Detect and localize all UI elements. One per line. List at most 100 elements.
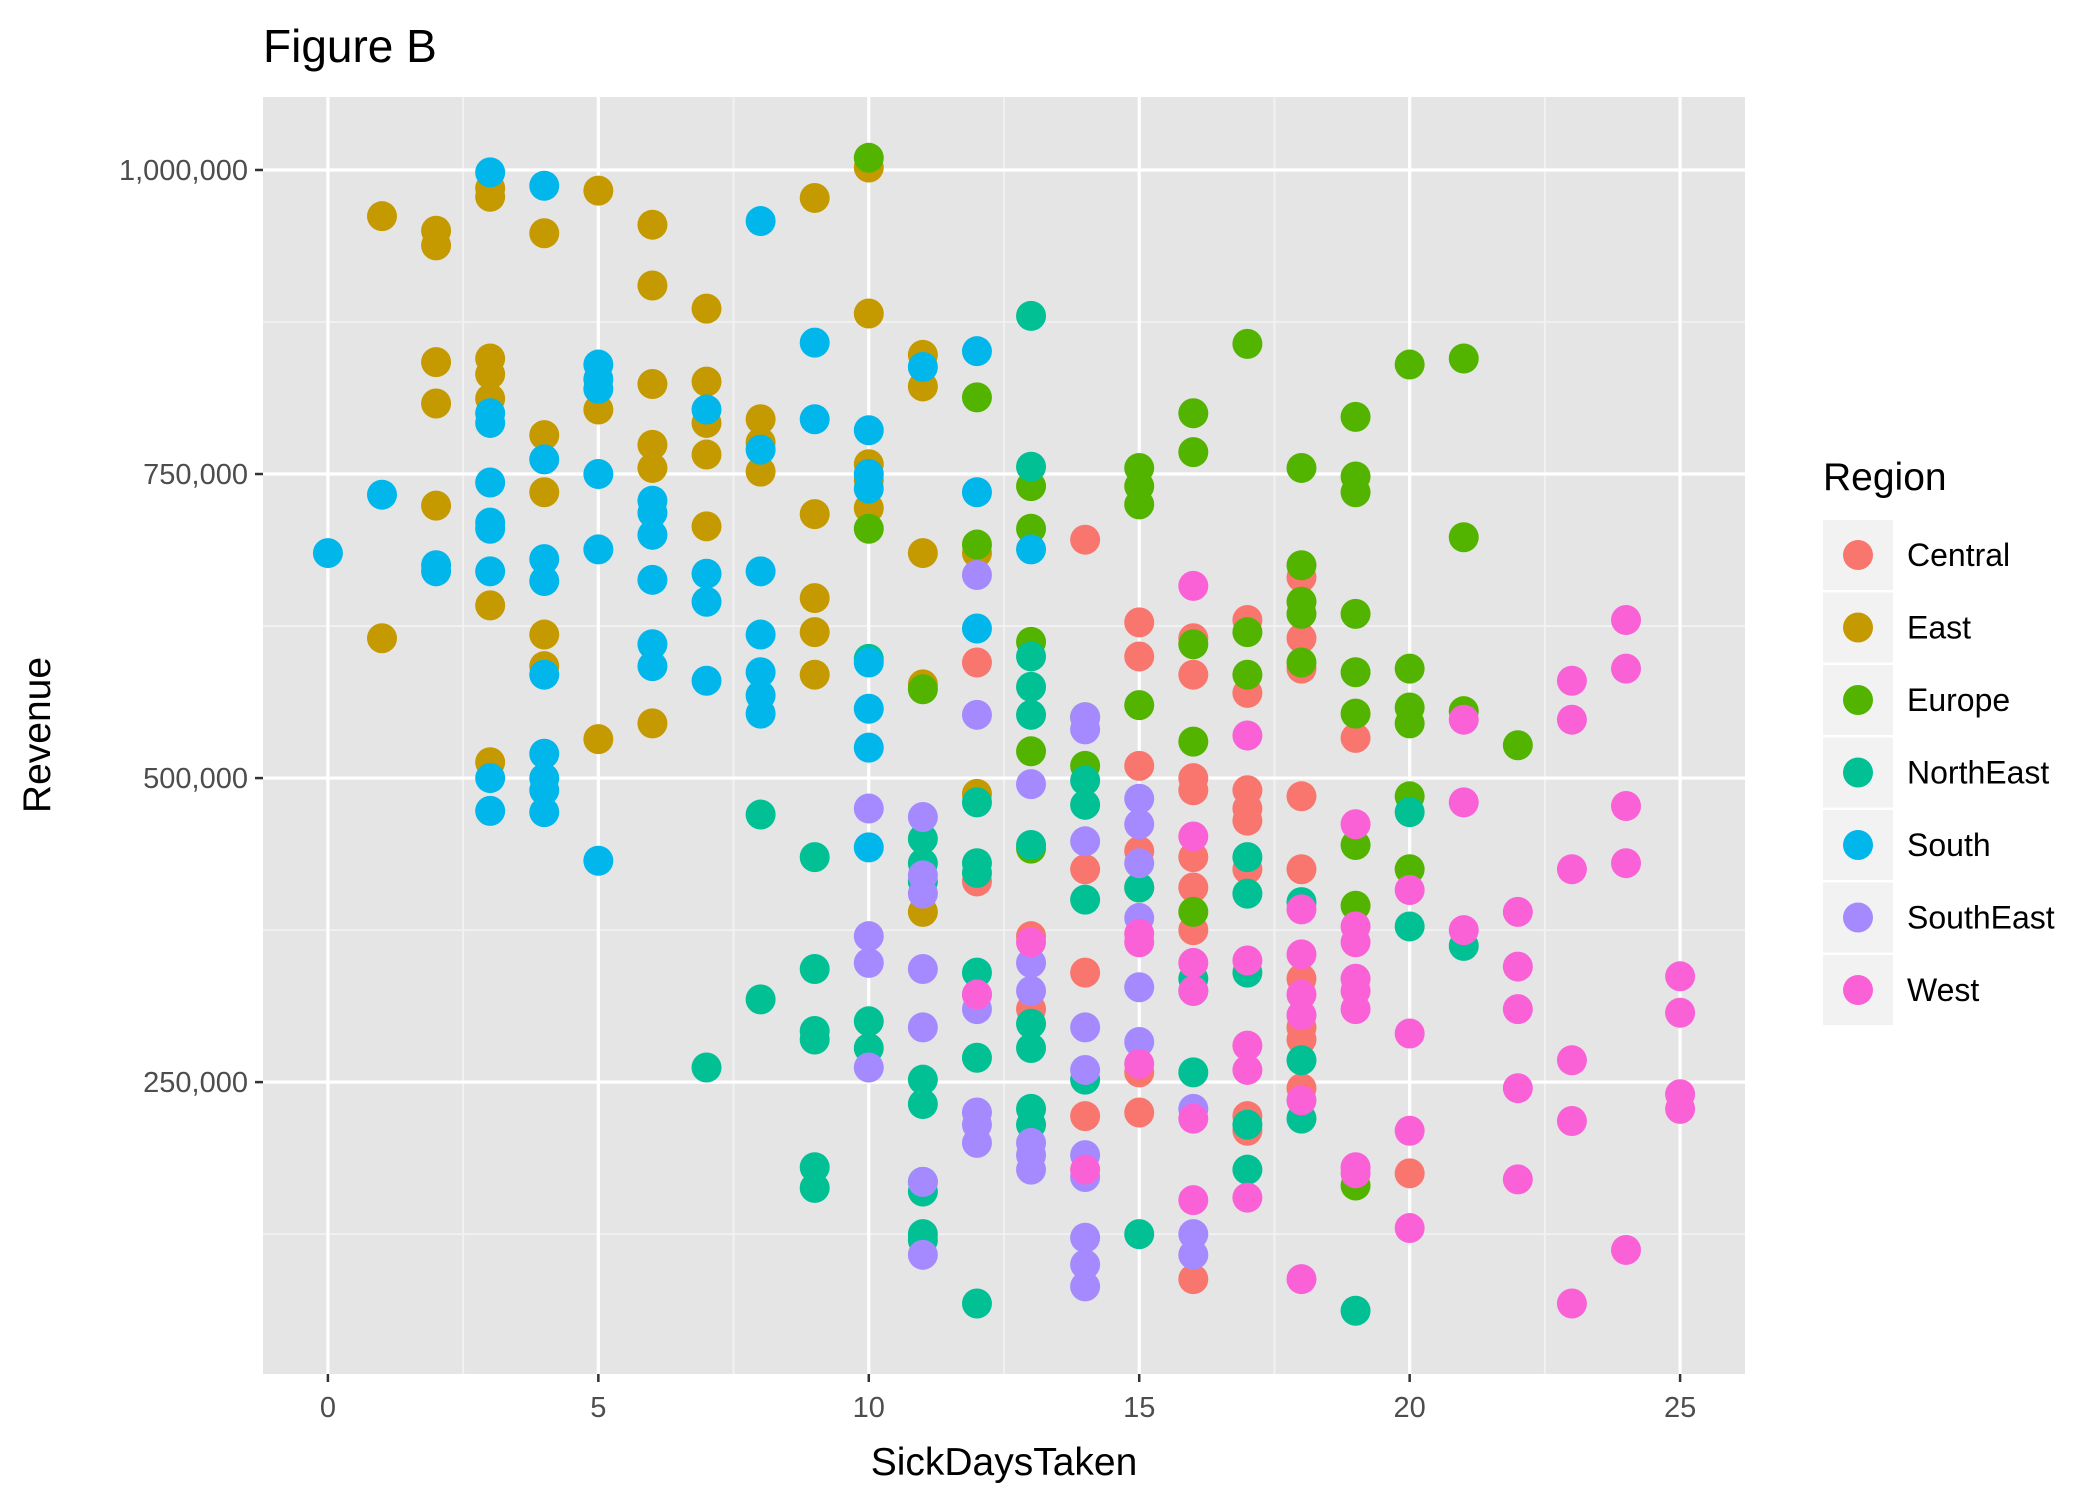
x-tick-label: 0 [320,1392,336,1424]
data-point-east [475,590,506,621]
data-point-west [1340,994,1371,1025]
data-point-west [1124,1048,1155,1079]
data-point-southeast [1124,972,1155,1003]
data-point-europe [1178,629,1209,660]
data-point-europe [1448,343,1479,374]
data-point-west [1286,1000,1317,1031]
data-point-northeast [1124,1219,1155,1250]
data-point-southeast [853,793,884,824]
data-point-south [1016,534,1047,565]
data-point-europe [1178,726,1209,757]
x-axis-ticks: 0 5 10 15 20 25 [320,1374,1696,1424]
data-point-south [961,336,992,367]
data-point-northeast [853,1006,884,1037]
data-point-northeast [907,1089,938,1120]
data-point-south [691,394,722,425]
data-point-northeast [1340,1295,1371,1326]
data-point-south [853,647,884,678]
x-tick-label: 20 [1394,1392,1426,1424]
data-point-south [637,564,668,595]
data-point-south [475,556,506,587]
legend-marker-west [1843,975,1873,1005]
data-point-west [1232,1030,1263,1061]
data-point-east [853,298,884,329]
data-point-southeast [1124,783,1155,814]
data-point-northeast [1394,797,1425,828]
data-point-west [1556,1045,1587,1076]
data-point-west [1340,809,1371,840]
legend-marker-northeast [1843,757,1873,788]
data-point-central [961,647,992,678]
data-point-east [637,270,668,301]
data-point-south [853,832,884,863]
data-point-central [1286,623,1317,654]
data-point-europe [961,529,992,560]
data-point-west [1124,927,1155,958]
data-point-europe [853,142,884,173]
data-point-southeast [907,1012,938,1043]
y-axis-ticks: 250,000 500,000 750,000 1,000,000 [119,155,263,1099]
data-point-northeast [1070,765,1101,796]
data-point-south [529,544,560,575]
data-point-northeast [745,984,776,1015]
data-point-southeast [853,947,884,978]
data-point-south [529,738,560,769]
data-point-west [1232,720,1263,751]
data-point-west [961,979,992,1010]
data-point-west [1232,945,1263,976]
data-point-east [637,708,668,739]
data-point-south [475,513,506,544]
data-point-east [637,429,668,460]
data-point-southeast [1016,975,1047,1006]
data-point-central [1286,854,1317,885]
data-point-northeast [1016,1033,1047,1064]
data-point-northeast [961,1288,992,1319]
data-point-east [421,230,452,261]
data-point-northeast [1070,884,1101,915]
data-point-central [1178,872,1209,903]
legend-label-south: South [1907,827,1991,863]
data-point-south [529,170,560,201]
data-point-west [1394,874,1425,905]
data-point-east [745,456,776,487]
data-point-west [1665,997,1696,1028]
data-point-central [1124,607,1155,638]
data-point-south [475,795,506,826]
data-point-east [799,617,830,648]
data-point-south [799,327,830,358]
data-point-southeast [907,878,938,909]
data-point-south [583,845,614,876]
data-point-west [1070,1154,1101,1185]
data-point-southeast [1178,1219,1209,1250]
data-point-east [529,420,560,451]
data-point-southeast [907,954,938,985]
data-point-southeast [961,699,992,730]
data-point-europe [1016,513,1047,544]
data-point-east [529,218,560,249]
data-point-europe [1502,730,1533,761]
data-point-southeast [961,1127,992,1158]
data-point-west [1340,927,1371,958]
data-point-northeast [1016,1008,1047,1039]
data-point-northeast [1232,1109,1263,1140]
legend: Central East Europe NorthEast South SouthEast… [1823,520,2055,1025]
data-point-west [1502,951,1533,982]
data-point-east [691,439,722,470]
data-point-west [1556,1288,1587,1319]
legend-title: Region [1823,456,1947,499]
data-point-west [1016,927,1047,958]
data-point-west [1556,1106,1587,1137]
data-point-northeast [961,1042,992,1073]
data-point-south [745,619,776,650]
data-point-south [853,415,884,446]
data-point-northeast [961,857,992,888]
data-point-east [529,477,560,508]
data-point-southeast [1070,826,1101,857]
data-point-southeast [1070,1012,1101,1043]
data-point-europe [1394,854,1425,885]
legend-label-europe: Europe [1907,682,2010,718]
data-point-south [583,534,614,565]
data-point-southeast [1124,1026,1155,1057]
data-point-southeast [853,921,884,952]
data-point-southeast [1016,1154,1047,1185]
